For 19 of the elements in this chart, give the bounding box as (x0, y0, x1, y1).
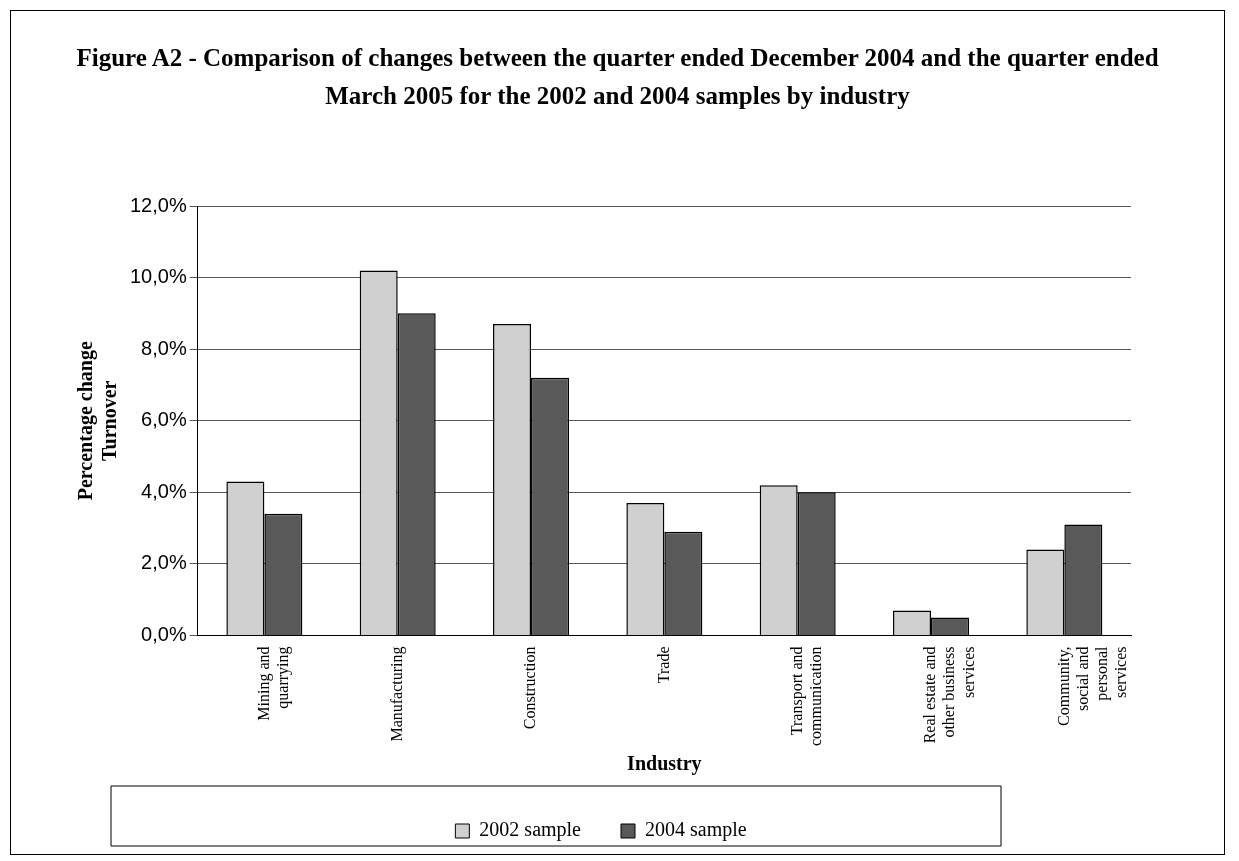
legend-label: 2004 sample (645, 818, 747, 842)
y-tick-label: 2,0% (141, 551, 187, 574)
x-tick-label: Community, social and personal services (1054, 645, 1130, 726)
y-tick-label: 10,0% (129, 265, 187, 288)
y-tick-label: 4,0% (141, 479, 187, 502)
y-tick-label: 12,0% (129, 193, 187, 216)
x-axis-title: Industry (627, 752, 702, 776)
chart-title: Figure A2 - Comparison of changes between the quarter ended December 2004 and the quarter ended March 2005 for the 2002 and 2004 samples by industry (75, 43, 1160, 111)
x-tick-label: Manufacturing (387, 646, 406, 742)
x-tick-label: Transport and communication (787, 646, 825, 746)
y-tick-label: 6,0% (141, 408, 187, 431)
y-tick-label: 0,0% (141, 622, 187, 645)
x-tick-label: Mining and quarrying (254, 646, 292, 721)
x-tick-label: Trade (654, 646, 672, 684)
x-tick-label: Real estate and other business services (921, 646, 977, 744)
legend-label: 2002 sample (479, 818, 582, 842)
y-axis-title: Percentage change Turnover (74, 341, 121, 501)
y-tick-label: 8,0% (141, 336, 187, 359)
x-tick-label: Construction (521, 646, 539, 730)
